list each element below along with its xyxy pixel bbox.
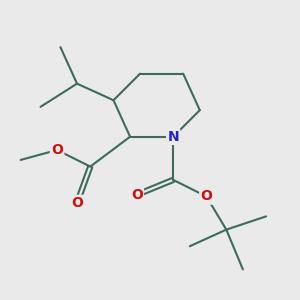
Text: O: O xyxy=(131,188,143,202)
Text: O: O xyxy=(51,143,63,157)
Text: N: N xyxy=(167,130,179,144)
Text: O: O xyxy=(200,190,212,203)
Text: O: O xyxy=(71,196,83,210)
